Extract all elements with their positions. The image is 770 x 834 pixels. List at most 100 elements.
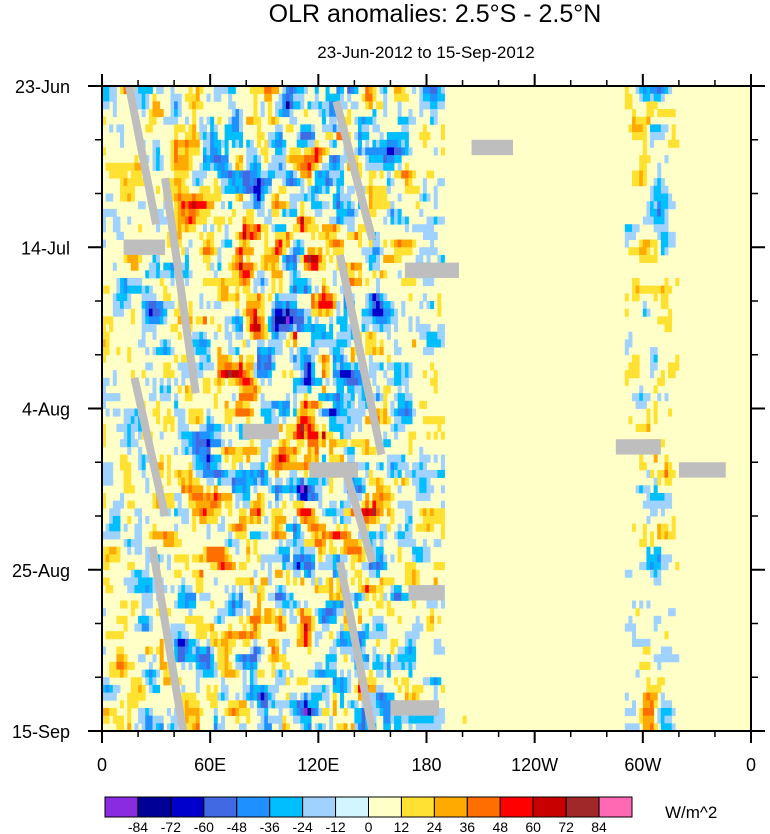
heatmap-cell xyxy=(285,600,290,609)
heatmap-cell xyxy=(231,139,236,148)
heatmap-cell xyxy=(246,608,251,617)
heatmap-cell xyxy=(235,608,240,617)
heatmap-cell xyxy=(379,592,384,601)
heatmap-cell xyxy=(181,178,186,187)
heatmap-cell xyxy=(422,101,427,110)
heatmap-cell xyxy=(329,592,334,601)
heatmap-cell xyxy=(166,562,171,571)
heatmap-cell xyxy=(278,608,283,617)
heatmap-cell xyxy=(202,362,207,371)
heatmap-cell xyxy=(267,638,272,647)
heatmap-cell xyxy=(368,531,373,540)
heatmap-cell xyxy=(433,562,438,571)
heatmap-cell xyxy=(105,208,110,217)
heatmap-cell xyxy=(134,408,139,417)
heatmap-cell xyxy=(394,316,399,325)
heatmap-cell xyxy=(329,654,334,663)
heatmap-cell xyxy=(321,339,326,348)
heatmap-cell xyxy=(329,231,334,240)
heatmap-cell xyxy=(213,723,218,731)
heatmap-cell xyxy=(426,416,431,425)
heatmap-cell xyxy=(257,308,262,317)
heatmap-cell xyxy=(210,631,215,640)
heatmap-cell xyxy=(206,477,211,486)
heatmap-cell xyxy=(235,185,240,194)
heatmap-cell xyxy=(329,124,334,133)
heatmap-cell xyxy=(184,477,189,486)
heatmap-cell xyxy=(217,423,222,432)
heatmap-cell xyxy=(138,93,143,102)
heatmap-cell xyxy=(134,416,139,425)
heatmap-cell xyxy=(650,370,655,379)
heatmap-cell xyxy=(632,723,637,731)
heatmap-cell xyxy=(357,262,362,271)
heatmap-cell xyxy=(116,715,121,724)
heatmap-cell xyxy=(372,446,377,455)
heatmap-cell xyxy=(343,362,348,371)
heatmap-cell xyxy=(639,715,644,724)
heatmap-cell xyxy=(303,715,308,724)
heatmap-cell xyxy=(145,592,150,601)
heatmap-cell xyxy=(412,646,417,655)
heatmap-cell xyxy=(210,247,215,256)
heatmap-cell xyxy=(660,239,665,248)
heatmap-cell xyxy=(177,508,182,517)
heatmap-cell xyxy=(386,608,391,617)
heatmap-cell xyxy=(357,692,362,701)
heatmap-cell xyxy=(267,93,272,102)
heatmap-cell xyxy=(365,592,370,601)
heatmap-cell xyxy=(152,308,157,317)
heatmap-cell xyxy=(329,454,334,463)
heatmap-cell xyxy=(174,208,179,217)
heatmap-cell xyxy=(116,684,121,694)
heatmap-cell xyxy=(307,247,312,256)
heatmap-cell xyxy=(332,562,337,571)
heatmap-cell xyxy=(303,385,308,394)
heatmap-cell xyxy=(170,492,175,502)
heatmap-cell xyxy=(289,370,294,379)
heatmap-cell xyxy=(660,185,665,194)
chart-subtitle: 23-Jun-2012 to 15-Sep-2012 xyxy=(317,43,534,62)
heatmap-cell xyxy=(120,162,125,171)
heatmap-cell xyxy=(642,700,647,709)
heatmap-cell xyxy=(239,631,244,640)
heatmap-cell xyxy=(412,477,417,486)
heatmap-cell xyxy=(383,523,388,532)
heatmap-cell xyxy=(249,316,254,325)
heatmap-cell xyxy=(372,707,377,717)
heatmap-cell xyxy=(289,231,294,240)
heatmap-cell xyxy=(646,423,651,432)
heatmap-cell xyxy=(123,539,128,548)
heatmap-cell xyxy=(271,193,276,202)
heatmap-cell xyxy=(422,516,427,525)
heatmap-cell xyxy=(332,661,337,670)
heatmap-cell xyxy=(188,93,193,102)
heatmap-cell xyxy=(199,416,204,425)
heatmap-cell xyxy=(426,477,431,486)
missing-data-block xyxy=(309,462,358,478)
heatmap-cell xyxy=(646,500,651,509)
heatmap-cell xyxy=(195,439,200,448)
heatmap-cell xyxy=(249,646,254,655)
heatmap-cell xyxy=(642,254,647,264)
heatmap-cell xyxy=(307,262,312,271)
heatmap-cell xyxy=(239,377,244,386)
heatmap-cell xyxy=(354,86,359,95)
heatmap-cell xyxy=(260,684,265,694)
heatmap-cell xyxy=(213,638,218,647)
heatmap-cell xyxy=(408,508,413,517)
heatmap-cell xyxy=(278,170,283,179)
heatmap-cell xyxy=(628,247,633,256)
heatmap-cell xyxy=(376,508,381,517)
heatmap-cell xyxy=(105,162,110,171)
heatmap-cell xyxy=(220,546,225,555)
heatmap-cell xyxy=(365,523,370,532)
heatmap-cell xyxy=(184,208,189,217)
heatmap-cell xyxy=(368,86,373,95)
heatmap-cell xyxy=(224,669,229,678)
heatmap-cell xyxy=(660,109,665,118)
heatmap-cell xyxy=(224,316,229,325)
heatmap-cell xyxy=(127,277,132,287)
heatmap-cell xyxy=(376,669,381,678)
heatmap-cell xyxy=(343,684,348,694)
